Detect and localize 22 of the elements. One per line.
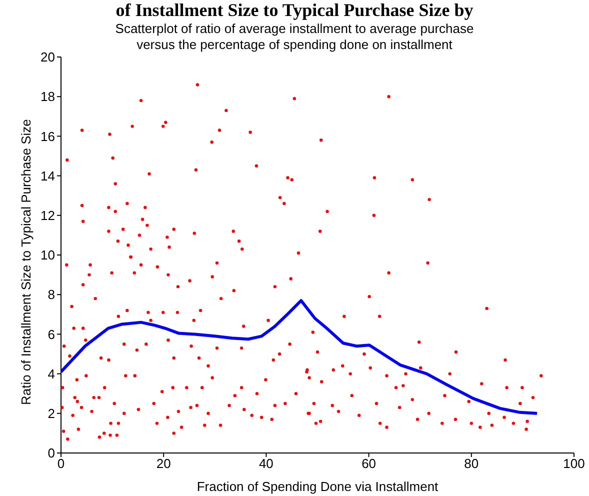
- x-tick-label: 100: [563, 456, 585, 472]
- y-tick-label: 12: [40, 208, 55, 224]
- y-tick-label: 0: [48, 446, 55, 461]
- x-axis-title: Fraction of Spending Done via Installment: [196, 479, 439, 494]
- chart-title: of Installment Size to Typical Purchase Size by: [114, 0, 474, 20]
- y-tick-label: 4: [48, 366, 55, 382]
- x-tick-label: 20: [156, 456, 171, 472]
- y-axis-title: Ratio of Installment Size to Typical Purchase Size: [18, 119, 34, 405]
- y-tick-label: 6: [48, 326, 55, 342]
- chart-subtitle: Scatterplot of ratio of average installment to average purchase versus the percentage of spending done on installment: [114, 21, 475, 52]
- y-tick-label: 8: [48, 287, 55, 302]
- line-series: [61, 299, 539, 415]
- y-tick-label: 10: [40, 248, 55, 263]
- x-tick-label: 80: [464, 456, 479, 472]
- y-tick-label: 14: [40, 168, 55, 184]
- x-tick-label: 40: [258, 456, 274, 472]
- y-tick-label: 16: [40, 128, 55, 144]
- y-tick-label: 20: [40, 50, 55, 65]
- y-tick-label: 2: [48, 406, 55, 422]
- y-tick-label: 18: [40, 89, 55, 104]
- x-tick-label: 0: [57, 456, 65, 472]
- x-tick-label: 60: [362, 456, 376, 472]
